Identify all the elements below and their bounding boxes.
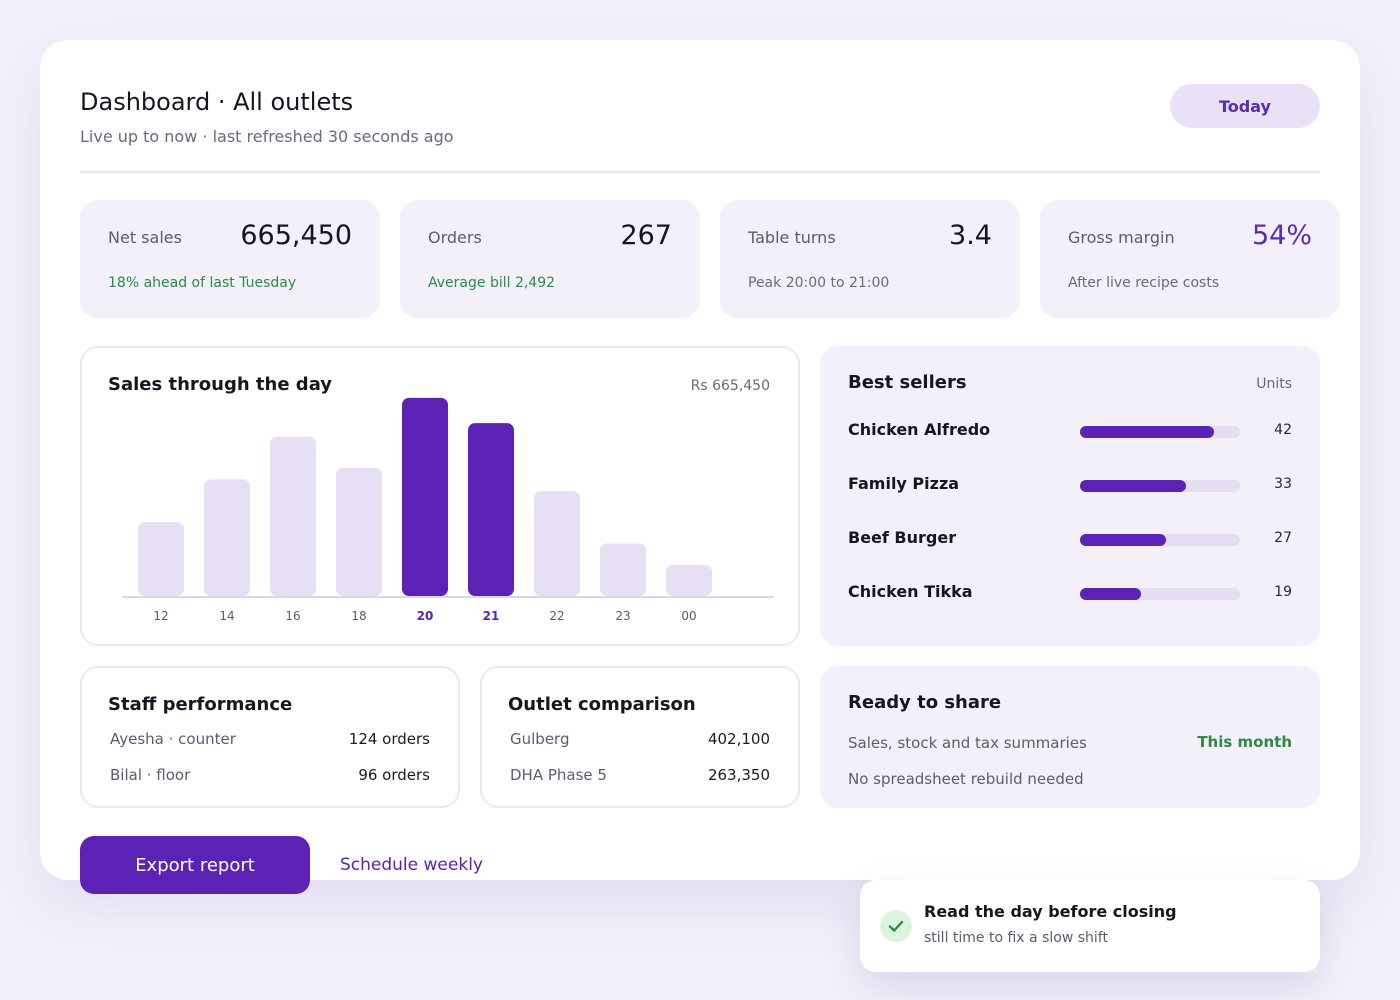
share-period-link[interactable]: This month	[1197, 733, 1292, 751]
best-seller-units: 27	[1274, 530, 1292, 546]
best-seller-bar-fill	[1080, 480, 1186, 492]
share-note: No spreadsheet rebuild needed	[848, 770, 1084, 788]
best-seller-bar-fill	[1080, 588, 1141, 600]
best-seller-name: Chicken Alfredo	[848, 420, 991, 439]
units-label: Units	[1256, 376, 1292, 392]
best-sellers-panel: Best sellers Units Chicken Alfredo 42 Fa…	[820, 346, 1320, 646]
chart-tick-label: 12	[153, 609, 168, 623]
outlet-comparison-title: Outlet comparison	[508, 694, 696, 715]
outlet-name: Gulberg	[510, 730, 570, 748]
page-title: Dashboard · All outlets	[80, 88, 354, 116]
page-subtitle: Live up to now · last refreshed 30 secon…	[80, 127, 454, 146]
chart-bar-12[interactable]	[138, 522, 184, 596]
staff-name: Ayesha · counter	[110, 730, 236, 748]
sales-chart-panel: Sales through the day Rs 665,450 12 14 16 1…	[80, 346, 800, 646]
ready-to-share-panel: Ready to share Sales, stock and tax summ…	[820, 666, 1320, 808]
chart-tick-label: 00	[681, 609, 696, 623]
kpi-table-turns: Table turns 3.4 Peak 20:00 to 21:00	[720, 200, 1020, 318]
kpi-value: 54%	[1251, 220, 1312, 251]
best-seller-name: Beef Burger	[848, 528, 957, 547]
sales-chart-total: Rs 665,450	[690, 378, 770, 394]
chart-bar-22[interactable]	[534, 491, 580, 596]
best-seller-units: 33	[1274, 476, 1292, 492]
kpi-note: Peak 20:00 to 21:00	[748, 275, 890, 291]
chart-bar-14[interactable]	[204, 479, 250, 596]
check-icon	[880, 910, 912, 942]
best-seller-row: Family Pizza 33	[848, 474, 1292, 498]
kpi-net-sales: Net sales 665,450 18% ahead of last Tues…	[80, 200, 380, 318]
toast-notification: Read the day before closing still time t…	[860, 880, 1320, 972]
chart-tick-label: 23	[615, 609, 630, 623]
best-seller-bar-track	[1080, 480, 1240, 492]
best-seller-bar-track	[1080, 588, 1240, 600]
chart-bar-23[interactable]	[600, 543, 646, 596]
schedule-weekly-link[interactable]: Schedule weekly	[340, 855, 483, 875]
chart-bar-18[interactable]	[336, 467, 382, 596]
chart-tick-label: 14	[219, 609, 234, 623]
best-seller-bar-fill	[1080, 426, 1215, 438]
kpi-label: Table turns	[748, 228, 836, 247]
kpi-label: Net sales	[108, 228, 182, 247]
chart-bar-21[interactable]	[468, 423, 514, 596]
kpi-value: 3.4	[949, 220, 992, 251]
share-description: Sales, stock and tax summaries	[848, 734, 1087, 752]
kpi-note: Average bill 2,492	[428, 275, 556, 291]
kpi-label: Gross margin	[1068, 228, 1175, 247]
kpi-note: After live recipe costs	[1068, 275, 1220, 291]
outlet-comparison-panel: Outlet comparison Gulberg 402,100 DHA Ph…	[480, 666, 800, 808]
chart-bar-00[interactable]	[666, 564, 712, 596]
staff-name: Bilal · floor	[110, 766, 191, 784]
best-seller-row: Chicken Tikka 19	[848, 582, 1292, 606]
outlet-name: DHA Phase 5	[510, 766, 607, 784]
kpi-orders: Orders 267 Average bill 2,492	[400, 200, 700, 318]
export-report-button[interactable]: Export report	[80, 836, 310, 894]
kpi-note: 18% ahead of last Tuesday	[108, 275, 297, 291]
chart-bar-16[interactable]	[270, 436, 316, 596]
best-seller-name: Family Pizza	[848, 474, 960, 493]
best-seller-bar-fill	[1080, 534, 1167, 546]
period-today-button[interactable]: Today	[1170, 84, 1320, 128]
chart-tick-label: 20	[417, 609, 434, 623]
chart-tick-label: 21	[483, 609, 500, 623]
staff-performance-title: Staff performance	[108, 694, 293, 715]
ready-to-share-title: Ready to share	[848, 692, 1002, 713]
kpi-label: Orders	[428, 228, 482, 247]
best-sellers-title: Best sellers	[848, 372, 967, 393]
outlet-sales: 402,100	[707, 730, 770, 748]
outlet-sales: 263,350	[707, 766, 770, 784]
best-seller-bar-track	[1080, 426, 1240, 438]
toast-title: Read the day before closing	[924, 902, 1177, 921]
chart-tick-label: 22	[549, 609, 564, 623]
sales-bar-chart: 12 14 16 18 20 21 22 23 00	[122, 397, 774, 623]
header-divider	[80, 171, 1320, 173]
staff-performance-panel: Staff performance Ayesha · counter 124 o…	[80, 666, 460, 808]
chart-tick-label: 18	[351, 609, 366, 623]
chart-bar-20[interactable]	[402, 397, 448, 596]
best-seller-name: Chicken Tikka	[848, 582, 973, 601]
staff-orders: 96 orders	[358, 766, 430, 784]
sales-chart-title: Sales through the day	[108, 374, 333, 395]
kpi-value: 665,450	[240, 220, 352, 251]
best-seller-bar-track	[1080, 534, 1240, 546]
staff-orders: 124 orders	[348, 730, 430, 748]
kpi-value: 267	[620, 220, 672, 251]
kpi-gross-margin: Gross margin 54% After live recipe costs	[1040, 200, 1340, 318]
best-seller-row: Beef Burger 27	[848, 528, 1292, 552]
best-seller-units: 42	[1274, 422, 1292, 438]
chart-tick-label: 16	[285, 609, 300, 623]
toast-subtitle: still time to fix a slow shift	[924, 930, 1108, 946]
best-seller-row: Chicken Alfredo 42	[848, 420, 1292, 444]
best-seller-units: 19	[1274, 584, 1292, 600]
